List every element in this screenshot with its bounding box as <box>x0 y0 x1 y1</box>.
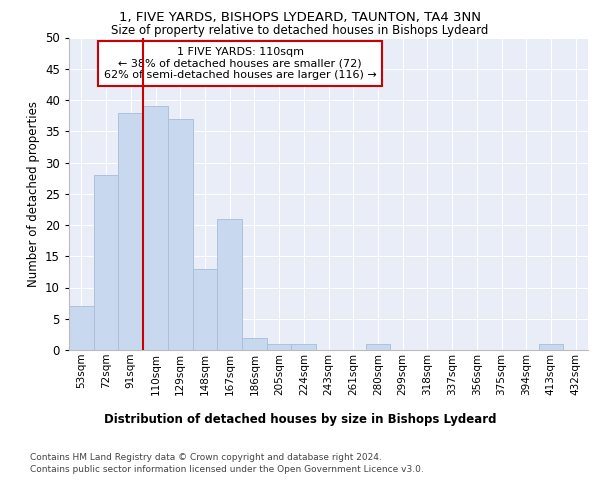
Text: Contains HM Land Registry data © Crown copyright and database right 2024.: Contains HM Land Registry data © Crown c… <box>30 452 382 462</box>
Bar <box>69 306 94 350</box>
Bar <box>168 118 193 350</box>
Text: Distribution of detached houses by size in Bishops Lydeard: Distribution of detached houses by size … <box>104 412 496 426</box>
Text: 1 FIVE YARDS: 110sqm
← 38% of detached houses are smaller (72)
62% of semi-detac: 1 FIVE YARDS: 110sqm ← 38% of detached h… <box>104 47 377 80</box>
Bar <box>143 106 168 350</box>
Bar <box>242 338 267 350</box>
Bar <box>193 269 217 350</box>
Bar <box>94 175 118 350</box>
Text: Contains public sector information licensed under the Open Government Licence v3: Contains public sector information licen… <box>30 465 424 474</box>
Y-axis label: Number of detached properties: Number of detached properties <box>26 101 40 287</box>
Bar <box>292 344 316 350</box>
Bar <box>217 219 242 350</box>
Bar <box>267 344 292 350</box>
Bar <box>118 112 143 350</box>
Text: 1, FIVE YARDS, BISHOPS LYDEARD, TAUNTON, TA4 3NN: 1, FIVE YARDS, BISHOPS LYDEARD, TAUNTON,… <box>119 11 481 24</box>
Bar <box>539 344 563 350</box>
Bar <box>365 344 390 350</box>
Text: Size of property relative to detached houses in Bishops Lydeard: Size of property relative to detached ho… <box>112 24 488 37</box>
